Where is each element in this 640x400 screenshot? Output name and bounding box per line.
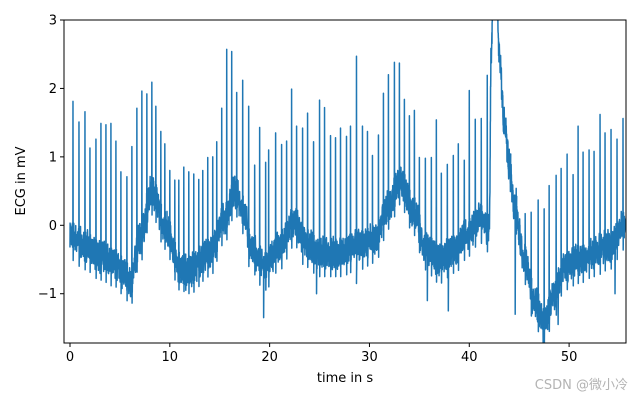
x-tick-label: 10 — [162, 350, 179, 365]
watermark: CSDN @微小冷 — [534, 378, 628, 393]
axes-frame — [63, 19, 627, 344]
y-tick-label: 3 — [49, 14, 57, 29]
x-tick-label: 40 — [461, 350, 478, 365]
x-axis-ticks: 0 10 20 30 40 50 — [66, 343, 578, 365]
x-axis-label: time in s — [317, 371, 373, 386]
y-tick-label: −1 — [38, 287, 57, 302]
y-tick-label: 1 — [49, 150, 57, 165]
ecg-trace — [69, 20, 626, 343]
y-tick-label: 2 — [49, 82, 57, 97]
y-axis-ticks: −1 0 1 2 3 — [38, 14, 64, 302]
x-tick-label: 30 — [361, 350, 378, 365]
y-axis-label: ECG in mV — [14, 146, 29, 215]
x-tick-label: 0 — [66, 350, 74, 365]
x-tick-label: 50 — [561, 350, 578, 365]
x-tick-label: 20 — [261, 350, 278, 365]
y-tick-label: 0 — [49, 219, 57, 234]
ecg-line — [69, 20, 626, 343]
